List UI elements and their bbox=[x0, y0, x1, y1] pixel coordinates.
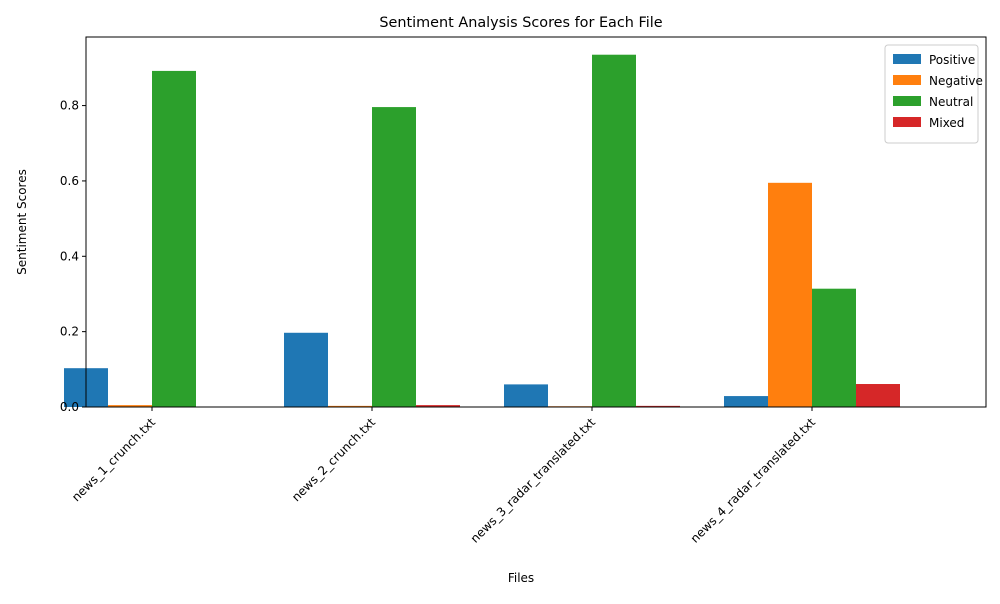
y-tick-label: 0.2 bbox=[60, 325, 79, 339]
legend-swatch-positive bbox=[893, 54, 921, 64]
bar-positive-3 bbox=[504, 384, 548, 407]
x-axis-label: Files bbox=[508, 571, 534, 585]
y-tick-label: 0.8 bbox=[60, 99, 79, 113]
y-tick-label: 0.4 bbox=[60, 249, 79, 263]
x-tick-label: news_2_crunch.txt bbox=[289, 415, 378, 504]
y-tick-label: 0.0 bbox=[60, 400, 79, 414]
bar-positive-2 bbox=[284, 333, 328, 407]
bar-neutral-2 bbox=[372, 107, 416, 407]
bar-mixed-4 bbox=[856, 384, 900, 407]
y-axis-label: Sentiment Scores bbox=[15, 169, 29, 275]
x-tick-label: news_4_radar_translated.txt bbox=[688, 415, 819, 546]
bar-negative-4 bbox=[768, 183, 812, 407]
y-tick-label: 0.6 bbox=[60, 174, 79, 188]
x-tick-label: news_1_crunch.txt bbox=[69, 415, 158, 504]
bar-positive-4 bbox=[724, 396, 768, 407]
bar-neutral-4 bbox=[812, 289, 856, 407]
legend-label-positive: Positive bbox=[929, 53, 975, 67]
legend-swatch-neutral bbox=[893, 96, 921, 106]
x-tick-label: news_3_radar_translated.txt bbox=[468, 415, 599, 546]
legend-swatch-negative bbox=[893, 75, 921, 85]
chart-title: Sentiment Analysis Scores for Each File bbox=[379, 15, 662, 31]
legend-label-mixed: Mixed bbox=[929, 116, 964, 130]
bar-neutral-3 bbox=[592, 55, 636, 407]
bar-neutral-1 bbox=[152, 71, 196, 407]
legend-label-negative: Negative bbox=[929, 74, 983, 88]
legend-swatch-mixed bbox=[893, 117, 921, 127]
legend-label-neutral: Neutral bbox=[929, 95, 973, 109]
